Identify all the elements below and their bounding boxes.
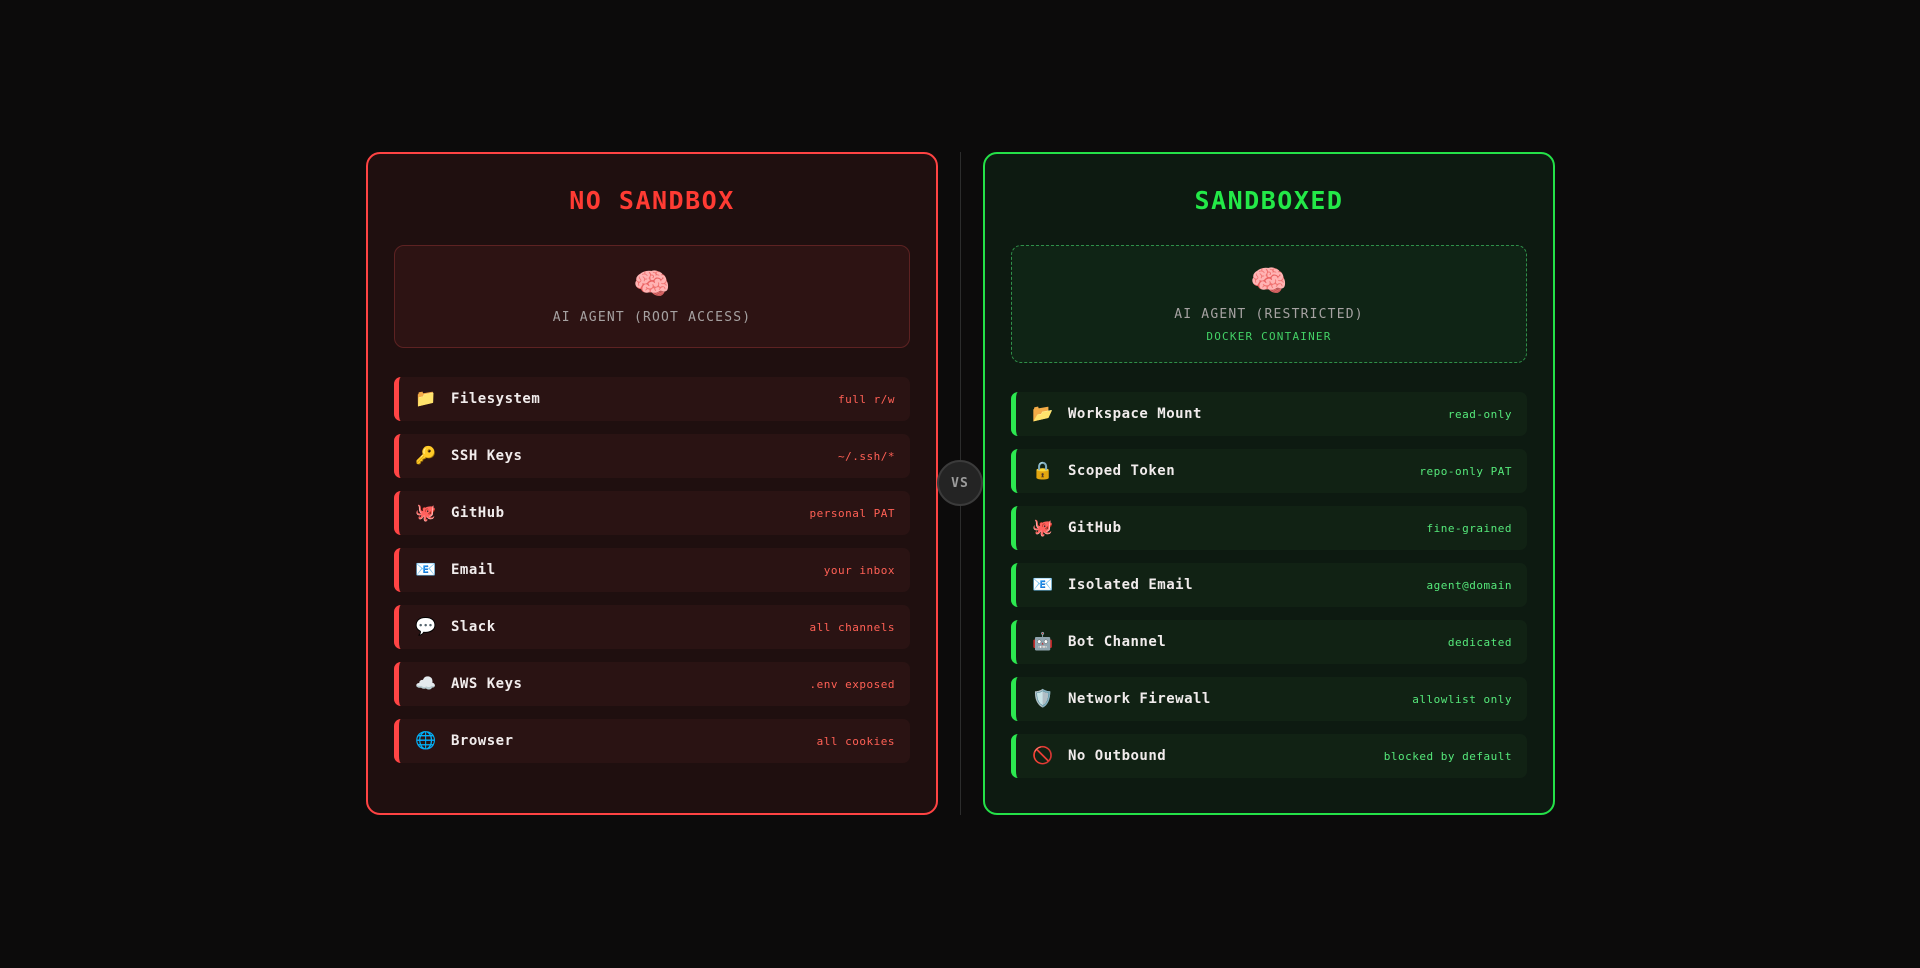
shield-icon: 🛡️ — [1032, 688, 1054, 709]
row-label: SSH Keys — [451, 448, 523, 464]
vs-badge: VS — [937, 460, 983, 506]
row-value: your inbox — [823, 563, 895, 577]
row-label: Email — [451, 562, 496, 578]
email-icon: 📧 — [1032, 574, 1054, 595]
row-value: .env exposed — [809, 677, 895, 691]
row-label: Scoped Token — [1068, 463, 1176, 479]
no-sandbox-title: NO SANDBOX — [569, 186, 735, 215]
row-email: 📧 Email your inbox — [394, 548, 910, 592]
brain-icon: 🧠 — [1250, 263, 1288, 299]
row-label: Workspace Mount — [1068, 406, 1202, 422]
sandboxed-title: SANDBOXED — [1194, 186, 1344, 215]
row-value: personal PAT — [809, 506, 895, 520]
octopus-icon: 🐙 — [1032, 517, 1054, 538]
row-label: Browser — [451, 733, 514, 749]
access-list: 📁 Filesystem full r/w 🔑 SSH Keys ~/.ssh/… — [394, 377, 910, 763]
row-value: all cookies — [816, 734, 895, 748]
row-ssh-keys: 🔑 SSH Keys ~/.ssh/* — [394, 434, 910, 478]
prohibited-icon: 🚫 — [1032, 745, 1054, 766]
row-value: full r/w — [838, 392, 895, 406]
row-label: No Outbound — [1068, 748, 1167, 764]
row-value: repo-only PAT — [1419, 464, 1512, 478]
brain-icon: 🧠 — [633, 266, 671, 302]
row-isolated-email: 📧 Isolated Email agent@domain — [1011, 563, 1527, 607]
row-network-firewall: 🛡️ Network Firewall allowlist only — [1011, 677, 1527, 721]
row-value: fine-grained — [1426, 521, 1512, 535]
row-github: 🐙 GitHub personal PAT — [394, 491, 910, 535]
agent-box-root-access: 🧠 AI AGENT (ROOT ACCESS) — [394, 245, 910, 348]
row-label: Bot Channel — [1068, 634, 1167, 650]
row-github: 🐙 GitHub fine-grained — [1011, 506, 1527, 550]
folder-icon: 📁 — [415, 388, 437, 409]
email-icon: 📧 — [415, 559, 437, 580]
agent-sublabel: DOCKER CONTAINER — [1206, 329, 1332, 343]
octopus-icon: 🐙 — [415, 502, 437, 523]
globe-icon: 🌐 — [415, 730, 437, 751]
row-value: all channels — [809, 620, 895, 634]
robot-icon: 🤖 — [1032, 631, 1054, 652]
no-sandbox-card: NO SANDBOX 🧠 AI AGENT (ROOT ACCESS) 📁 Fi… — [366, 152, 938, 815]
lock-icon: 🔒 — [1032, 460, 1054, 481]
row-value: allowlist only — [1412, 692, 1512, 706]
sandboxed-card: SANDBOXED 🧠 AI AGENT (RESTRICTED) DOCKER… — [983, 152, 1555, 815]
row-workspace-mount: 📂 Workspace Mount read-only — [1011, 392, 1527, 436]
row-browser: 🌐 Browser all cookies — [394, 719, 910, 763]
key-icon: 🔑 — [415, 445, 437, 466]
row-value: agent@domain — [1426, 578, 1512, 592]
row-slack: 💬 Slack all channels — [394, 605, 910, 649]
row-label: GitHub — [451, 505, 505, 521]
row-filesystem: 📁 Filesystem full r/w — [394, 377, 910, 421]
row-label: AWS Keys — [451, 676, 523, 692]
row-label: Slack — [451, 619, 496, 635]
agent-box-restricted: 🧠 AI AGENT (RESTRICTED) DOCKER CONTAINER — [1011, 245, 1527, 363]
row-value: ~/.ssh/* — [838, 449, 895, 463]
row-value: blocked by default — [1383, 749, 1512, 763]
row-label: Filesystem — [451, 391, 541, 407]
speech-balloon-icon: 💬 — [415, 616, 437, 637]
row-bot-channel: 🤖 Bot Channel dedicated — [1011, 620, 1527, 664]
row-scoped-token: 🔒 Scoped Token repo-only PAT — [1011, 449, 1527, 493]
row-value: read-only — [1447, 407, 1512, 421]
agent-label: AI AGENT (ROOT ACCESS) — [552, 309, 752, 325]
row-value: dedicated — [1447, 635, 1512, 649]
row-label: Isolated Email — [1068, 577, 1194, 593]
row-no-outbound: 🚫 No Outbound blocked by default — [1011, 734, 1527, 778]
agent-label: AI AGENT (RESTRICTED) — [1174, 306, 1364, 322]
restriction-list: 📂 Workspace Mount read-only 🔒 Scoped Tok… — [1011, 392, 1527, 778]
row-aws-keys: ☁️ AWS Keys .env exposed — [394, 662, 910, 706]
cloud-icon: ☁️ — [415, 673, 437, 694]
row-label: GitHub — [1068, 520, 1122, 536]
open-folder-icon: 📂 — [1032, 403, 1054, 424]
row-label: Network Firewall — [1068, 691, 1211, 707]
